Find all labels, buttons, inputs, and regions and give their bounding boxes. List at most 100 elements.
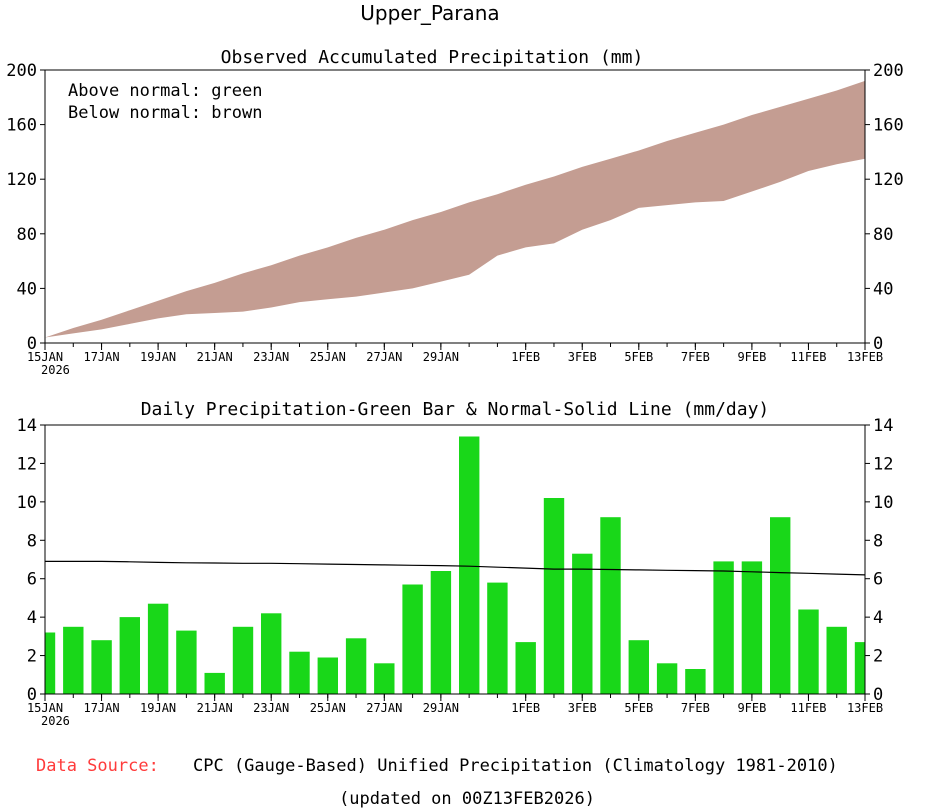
- normal-line: [45, 560, 866, 576]
- top-y-tick-label-left: 120: [6, 170, 37, 190]
- daily-precip-bar: [770, 517, 791, 694]
- footer-source-text: CPC (Gauge-Based) Unified Precipitation …: [193, 756, 838, 776]
- top-legend-line-2: Below normal: brown: [68, 103, 262, 123]
- daily-precip-bar: [459, 436, 480, 694]
- bottom-x-tick-label: 13FEB: [847, 701, 883, 715]
- bottom-x-tick-label: 11FEB: [790, 701, 826, 715]
- daily-precip-bar: [63, 626, 84, 695]
- bottom-x-tick-label: 29JAN: [423, 701, 459, 715]
- top-x-tick-label: 7FEB: [681, 350, 710, 364]
- top-x-tick-label: 29JAN: [423, 350, 459, 364]
- page-title: Upper_Parana: [360, 1, 499, 25]
- daily-precip-bar: [147, 603, 169, 694]
- top-x-year-label: 2026: [41, 363, 70, 377]
- bottom-y-tick-label-right: 14: [873, 416, 893, 436]
- bottom-x-tick-label: 3FEB: [568, 701, 597, 715]
- top-x-tick-label: 1FEB: [511, 350, 540, 364]
- top-y-tick-label-right: 80: [873, 225, 893, 245]
- bottom-y-tick-label-left: 14: [17, 416, 37, 436]
- bottom-y-tick-label-left: 10: [17, 493, 37, 513]
- top-y-tick-label-right: 120: [873, 170, 904, 190]
- bottom-y-tick-label-left: 6: [27, 570, 37, 590]
- daily-precip-bar: [515, 642, 536, 694]
- bottom-y-tick-label-right: 12: [873, 454, 893, 474]
- bottom-x-tick-label: 7FEB: [681, 701, 710, 715]
- daily-precip-bar: [345, 638, 367, 694]
- daily-precip-bar: [261, 613, 282, 694]
- footer-source-label: Data Source:: [36, 756, 159, 776]
- daily-precip-bar: [826, 626, 847, 695]
- top-x-tick-label: 23JAN: [253, 350, 289, 364]
- daily-precip-bar: [232, 626, 254, 695]
- daily-precip-bar: [487, 582, 508, 694]
- bottom-x-tick-label: 9FEB: [737, 701, 766, 715]
- top-y-tick-label-left: 160: [6, 116, 37, 136]
- bottom-y-tick-label-right: 6: [873, 570, 883, 590]
- bottom-y-tick-label-right: 4: [873, 608, 883, 628]
- bottom-x-tick-label: 23JAN: [253, 701, 289, 715]
- bottom-x-tick-label: 17JAN: [83, 701, 119, 715]
- bottom-y-tick-label-left: 4: [27, 608, 37, 628]
- daily-precip-bar: [430, 571, 452, 694]
- top-x-tick-label: 17JAN: [83, 350, 119, 364]
- daily-precip-bar: [713, 561, 734, 694]
- top-x-tick-label: 19JAN: [140, 350, 176, 364]
- daily-precip-bar: [317, 657, 338, 694]
- daily-precip-bar: [45, 632, 56, 694]
- bottom-x-tick-label: 25JAN: [310, 701, 346, 715]
- daily-precip-bar: [176, 630, 197, 694]
- daily-precip-bar: [91, 640, 112, 694]
- daily-precip-bar: [374, 663, 395, 694]
- top-plot-frame-overlay: [44, 69, 866, 344]
- bottom-chart-title: Daily Precipitation-Green Bar & Normal-S…: [141, 399, 770, 420]
- below-normal-area: [45, 80, 865, 338]
- bottom-y-tick-label-left: 0: [27, 685, 37, 705]
- daily-precip-bar: [289, 651, 310, 694]
- bottom-y-tick-label-right: 10: [873, 493, 893, 513]
- bottom-x-tick-label: 21JAN: [197, 701, 233, 715]
- top-y-tick-label-left: 0: [27, 334, 37, 354]
- top-x-tick-label: 21JAN: [197, 350, 233, 364]
- bottom-x-tick-label: 27JAN: [366, 701, 402, 715]
- top-chart-title: Observed Accumulated Precipitation (mm): [221, 47, 644, 68]
- bottom-y-tick-label-right: 0: [873, 685, 883, 705]
- top-y-tick-label-right: 40: [873, 279, 893, 299]
- top-x-tick-label: 3FEB: [568, 350, 597, 364]
- daily-precip-bar: [119, 617, 140, 694]
- top-x-tick-label: 9FEB: [737, 350, 766, 364]
- daily-precip-bar: [402, 584, 423, 694]
- top-y-tick-label-left: 200: [6, 61, 37, 81]
- bottom-x-tick-label: 19JAN: [140, 701, 176, 715]
- daily-precip-bar: [204, 672, 225, 694]
- bottom-x-year-label: 2026: [41, 714, 70, 728]
- top-y-tick-label-right: 200: [873, 61, 904, 81]
- top-y-tick-label-left: 40: [17, 279, 37, 299]
- bottom-y-tick-label-right: 2: [873, 647, 883, 667]
- daily-precip-bar: [854, 642, 865, 694]
- bottom-plot-frame-overlay: [44, 424, 866, 695]
- top-y-tick-label-right: 0: [873, 334, 883, 354]
- daily-precip-bar: [741, 561, 763, 694]
- top-x-tick-label: 25JAN: [310, 350, 346, 364]
- top-chart: 0 0 40 40 80 80 120 120 160 160 200 200 15JAN 17JAN 19…: [6, 61, 903, 377]
- top-y-tick-label-left: 80: [17, 225, 37, 245]
- bottom-x-tick-label: 1FEB: [511, 701, 540, 715]
- top-y-tick-label-right: 160: [873, 116, 904, 136]
- bottom-x-tick-label: 5FEB: [624, 701, 653, 715]
- bottom-y-tick-label-right: 8: [873, 531, 883, 551]
- daily-precip-bar: [543, 498, 565, 694]
- bottom-y-tick-label-left: 12: [17, 454, 37, 474]
- daily-precip-bar: [656, 663, 678, 694]
- bottom-y-tick-label-left: 8: [27, 531, 37, 551]
- bottom-x-tick-label: 15JAN: [27, 701, 63, 715]
- daily-precip-bar: [685, 669, 706, 694]
- daily-precip-bar: [600, 517, 621, 694]
- bottom-y-tick-label-left: 2: [27, 647, 37, 667]
- top-legend-line-1: Above normal: green: [68, 81, 262, 101]
- bottom-chart: 0 0 2 2 4 4 6 6 8 8 10 10 12 12 14 14 15JAN 17JAN 19JAN 21J…: [17, 416, 894, 728]
- daily-precip-bar: [798, 609, 819, 694]
- daily-precip-bar: [572, 553, 593, 694]
- top-x-tick-label: 13FEB: [847, 350, 883, 364]
- daily-precip-bar: [628, 640, 649, 694]
